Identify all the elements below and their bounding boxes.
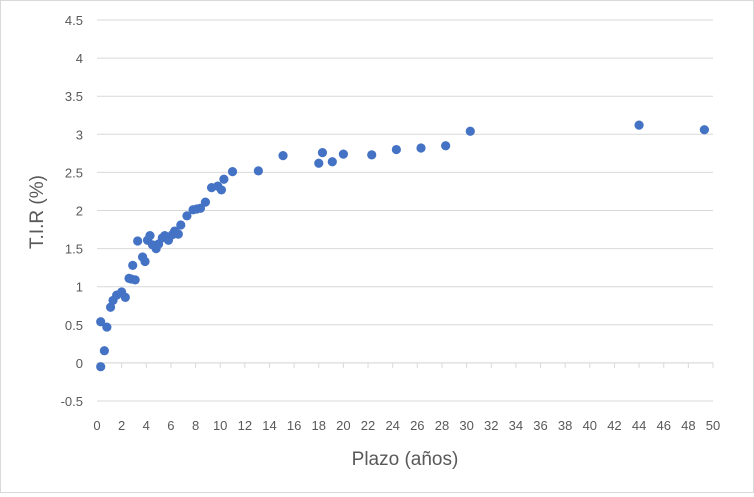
y-tick-label: 3.5 (65, 89, 83, 104)
x-tick-label: 4 (143, 418, 150, 433)
data-point (176, 220, 186, 230)
data-point (314, 158, 324, 168)
data-points (96, 120, 709, 372)
y-tick-label: 2 (76, 204, 83, 219)
x-tick-label: 2 (118, 418, 125, 433)
y-tick-label: 0.5 (65, 318, 83, 333)
data-point (182, 211, 192, 221)
y-tick-label: -0.5 (61, 394, 83, 409)
x-tick-label: 10 (213, 418, 227, 433)
data-point (699, 125, 709, 135)
data-point (227, 167, 238, 177)
data-point (96, 362, 106, 372)
y-axis: -0.5 0 0.5 1 1.5 2 2.5 3 3.5 4 4.5 (61, 13, 83, 409)
x-tick-label: 26 (410, 418, 424, 433)
x-axis-title: Plazo (años) (352, 449, 459, 470)
x-tick-label: 48 (681, 418, 695, 433)
x-tick-label: 44 (632, 418, 646, 433)
data-point (120, 292, 130, 302)
data-point (465, 126, 475, 136)
data-point (99, 346, 109, 356)
data-point (253, 166, 263, 176)
x-tick-label: 18 (312, 418, 326, 433)
x-tick-label: 38 (558, 418, 572, 433)
data-point (140, 256, 150, 267)
x-tick-label: 50 (706, 418, 720, 433)
x-tick-label: 40 (583, 418, 597, 433)
data-point (391, 144, 401, 155)
data-point (338, 149, 348, 159)
x-tick-label: 30 (459, 418, 473, 433)
x-tick-label: 16 (287, 418, 301, 433)
x-tick-label: 32 (484, 418, 498, 433)
y-tick-label: 3 (76, 127, 83, 142)
x-tick-label: 12 (238, 418, 252, 433)
x-tick-label: 22 (361, 418, 375, 433)
x-tick-label: 46 (656, 418, 670, 433)
x-tick-label: 24 (385, 418, 399, 433)
x-tick-label: 6 (167, 418, 174, 433)
data-point (216, 185, 227, 195)
x-tick-label: 36 (533, 418, 547, 433)
data-point (278, 151, 288, 161)
y-tick-label: 4.5 (65, 13, 83, 28)
x-tick-label: 34 (509, 418, 523, 433)
y-tick-label: 0 (76, 356, 83, 371)
data-point (195, 203, 206, 213)
data-point (416, 143, 426, 153)
data-point (173, 229, 183, 239)
data-point (128, 260, 138, 270)
y-tick-label: 1.5 (65, 242, 83, 257)
data-point (145, 231, 155, 241)
data-point (200, 197, 211, 207)
x-tick-label: 42 (607, 418, 621, 433)
x-tick-label: 28 (435, 418, 449, 433)
data-point (133, 236, 143, 246)
x-tick-label: 0 (93, 418, 100, 433)
data-point (367, 150, 377, 160)
data-point (634, 120, 644, 130)
data-point (96, 317, 106, 327)
y-tick-label: 2.5 (65, 165, 83, 180)
data-point (219, 174, 229, 184)
data-point (441, 141, 451, 151)
data-point (130, 275, 140, 285)
data-point (327, 157, 337, 167)
x-tick-label: 14 (262, 418, 276, 433)
x-tick-label: 8 (192, 418, 199, 433)
x-axis: 0 2 4 6 8 10 12 14 16 18 20 22 24 26 28 30 32 34 36 38 40 42 4… (93, 362, 720, 433)
y-tick-label: 1 (76, 280, 83, 295)
data-point (317, 147, 328, 158)
data-point (102, 322, 112, 332)
y-tick-label: 4 (76, 51, 83, 66)
x-tick-label: 20 (336, 418, 350, 433)
y-axis-title: T.I.R (%) (27, 175, 48, 249)
